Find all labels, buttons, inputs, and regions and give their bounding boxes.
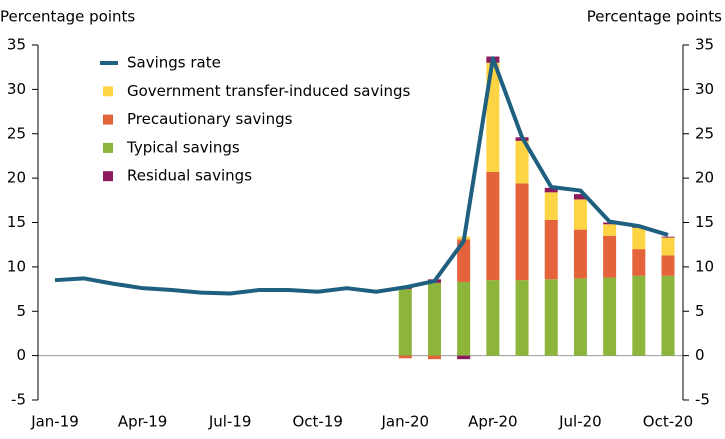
bar <box>632 275 646 356</box>
bar <box>603 235 617 278</box>
bar <box>603 277 617 356</box>
bar <box>515 183 529 281</box>
y-tick-label: 5 <box>16 302 26 320</box>
bar <box>427 282 441 356</box>
bar <box>603 224 617 236</box>
x-tick-label: Oct-19 <box>292 413 342 431</box>
y-tick-label: 20 <box>7 169 26 187</box>
x-tick-label: Apr-20 <box>468 413 518 431</box>
bar <box>398 355 412 359</box>
y-axis-title: Percentage points <box>0 8 135 26</box>
y-tick-label: 25 <box>7 124 26 142</box>
y2-tick-label: 35 <box>695 36 714 54</box>
bar <box>573 278 587 356</box>
y2-axis-title: Percentage points <box>587 8 722 26</box>
bar <box>661 255 675 276</box>
bar <box>661 236 675 238</box>
y2-tick-label: 0 <box>695 346 705 364</box>
y-tick-label: -5 <box>11 391 26 409</box>
x-tick-label: Jul-19 <box>208 413 252 431</box>
bar <box>573 194 587 200</box>
bar <box>427 355 441 360</box>
y-tick-label: 0 <box>16 346 26 364</box>
legend-label: Typical savings <box>126 138 240 156</box>
bar <box>457 239 471 282</box>
x-tick-label: Jul-20 <box>558 413 602 431</box>
legend-swatch <box>103 86 113 97</box>
legend-label: Residual savings <box>127 167 252 185</box>
y2-tick-label: 15 <box>695 213 714 231</box>
bar <box>573 199 587 230</box>
legend-swatch <box>103 142 113 153</box>
legend-swatch <box>103 171 113 182</box>
x-tick-label: Jan-20 <box>380 413 429 431</box>
bar <box>515 140 529 184</box>
bar <box>398 289 412 356</box>
bar <box>544 192 558 220</box>
bar <box>457 281 471 356</box>
x-tick-label: Oct-20 <box>643 413 693 431</box>
y2-tick-label: 30 <box>695 80 714 98</box>
bar <box>457 355 471 360</box>
y2-tick-label: -5 <box>695 391 710 409</box>
bar <box>486 171 500 281</box>
y-tick-label: 10 <box>7 257 26 275</box>
bar <box>544 187 558 193</box>
bar <box>486 280 500 356</box>
bar <box>515 280 529 356</box>
y2-tick-label: 25 <box>695 124 714 142</box>
legend-label: Government transfer-induced savings <box>127 82 411 100</box>
bar <box>661 275 675 356</box>
x-tick-label: Apr-19 <box>118 413 168 431</box>
x-tick-label: Jan-19 <box>30 413 79 431</box>
y2-tick-label: 20 <box>695 169 714 187</box>
legend-label: Precautionary savings <box>127 110 293 128</box>
y-tick-label: 15 <box>7 213 26 231</box>
y2-tick-label: 10 <box>695 257 714 275</box>
bar <box>632 227 646 250</box>
bar <box>544 279 558 356</box>
legend-swatch <box>103 114 113 125</box>
y-tick-label: 30 <box>7 80 26 98</box>
bar <box>661 237 675 256</box>
line <box>54 56 669 296</box>
y-tick-label: 35 <box>7 36 26 54</box>
y2-tick-label: 5 <box>695 302 705 320</box>
bar <box>573 229 587 279</box>
bar <box>544 219 558 280</box>
bar <box>632 249 646 276</box>
legend-label: Savings rate <box>127 54 221 72</box>
